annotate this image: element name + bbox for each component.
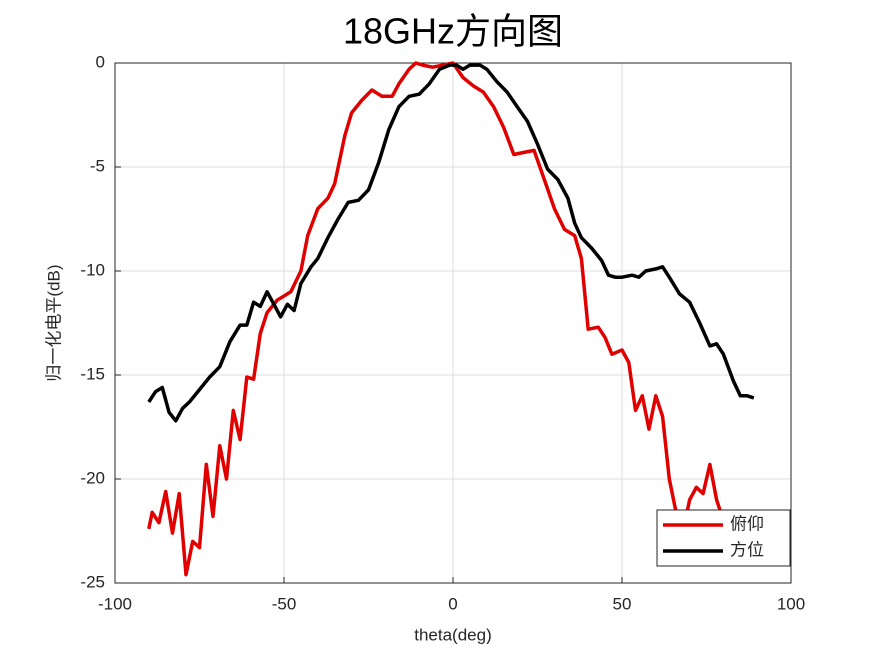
x-tick-label: 100 xyxy=(777,594,805,613)
y-tick-label: -25 xyxy=(80,572,105,591)
legend-label: 方位 xyxy=(730,540,764,559)
legend-box xyxy=(656,509,791,567)
x-tick-label: 0 xyxy=(448,594,457,613)
y-tick-label: 0 xyxy=(96,52,105,71)
y-tick-label: -5 xyxy=(90,156,105,175)
y-axis-label: 归一化电平(dB) xyxy=(44,264,63,381)
x-tick-label: 50 xyxy=(613,594,632,613)
x-tick-label: -100 xyxy=(98,594,132,613)
series-line xyxy=(147,61,726,577)
x-tick-label: -50 xyxy=(272,594,297,613)
chart-title: 18GHz方向图 xyxy=(343,11,563,52)
y-tick-label: -15 xyxy=(80,364,105,383)
x-axis-label: theta(deg) xyxy=(414,625,492,644)
y-tick-label: -20 xyxy=(80,468,105,487)
series-line xyxy=(147,63,755,423)
y-tick-label: -10 xyxy=(80,260,105,279)
legend-label: 俯仰 xyxy=(730,514,764,533)
